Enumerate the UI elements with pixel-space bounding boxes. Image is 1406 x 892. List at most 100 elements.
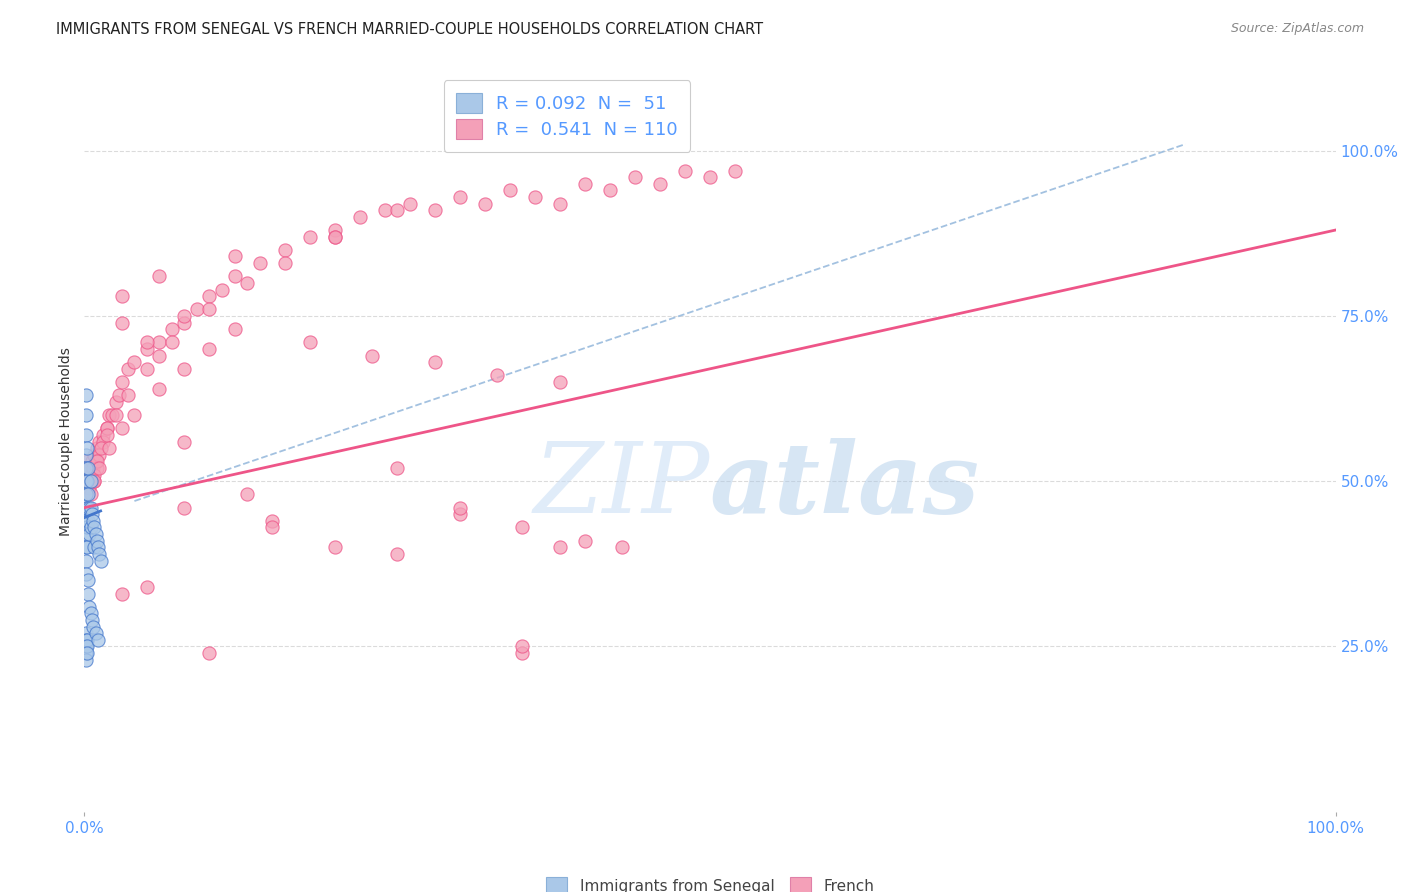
- Point: [76, 632, 98, 647]
- Point: [160, 335, 183, 350]
- Point: [76, 646, 98, 660]
- Point: [374, 203, 396, 218]
- Point: [86, 454, 108, 468]
- Point: [198, 302, 221, 317]
- Point: [111, 375, 134, 389]
- Point: [612, 541, 634, 555]
- Point: [75, 553, 97, 567]
- Point: [423, 203, 446, 218]
- Point: [83, 474, 105, 488]
- Point: [104, 395, 127, 409]
- Point: [89, 448, 111, 462]
- Point: [323, 223, 346, 237]
- Point: [77, 586, 100, 600]
- Point: [236, 276, 259, 290]
- Point: [76, 441, 98, 455]
- Point: [75, 626, 97, 640]
- Point: [512, 640, 534, 654]
- Point: [111, 421, 134, 435]
- Point: [75, 487, 97, 501]
- Point: [101, 408, 124, 422]
- Point: [91, 434, 114, 449]
- Point: [98, 408, 121, 422]
- Point: [423, 355, 446, 369]
- Point: [673, 163, 696, 178]
- Point: [75, 646, 97, 660]
- Point: [173, 361, 195, 376]
- Point: [96, 421, 118, 435]
- Point: [96, 428, 118, 442]
- Point: [83, 541, 105, 555]
- Point: [273, 243, 295, 257]
- Point: [249, 256, 271, 270]
- Point: [80, 613, 103, 627]
- Point: [82, 619, 104, 633]
- Point: [136, 580, 159, 594]
- Point: [79, 481, 101, 495]
- Point: [82, 514, 104, 528]
- Point: [77, 574, 100, 588]
- Point: [89, 547, 111, 561]
- Point: [111, 586, 134, 600]
- Point: [173, 434, 195, 449]
- Point: [80, 454, 103, 468]
- Point: [77, 487, 100, 501]
- Point: [599, 183, 621, 197]
- Point: [90, 553, 112, 567]
- Point: [148, 349, 170, 363]
- Point: [89, 461, 111, 475]
- Point: [76, 640, 98, 654]
- Point: [76, 500, 98, 515]
- Point: [79, 467, 101, 482]
- Point: [79, 599, 101, 614]
- Point: [79, 474, 101, 488]
- Point: [84, 626, 107, 640]
- Point: [79, 520, 101, 534]
- Point: [124, 355, 146, 369]
- Point: [548, 375, 571, 389]
- Point: [75, 566, 97, 581]
- Point: [499, 183, 522, 197]
- Point: [111, 289, 134, 303]
- Point: [75, 500, 97, 515]
- Point: [79, 500, 101, 515]
- Point: [124, 408, 146, 422]
- Point: [160, 322, 183, 336]
- Point: [173, 309, 195, 323]
- Point: [83, 467, 105, 482]
- Point: [385, 547, 409, 561]
- Point: [298, 335, 321, 350]
- Text: ZIP: ZIP: [534, 438, 710, 533]
- Point: [148, 335, 170, 350]
- Point: [83, 520, 105, 534]
- Legend: Immigrants from Senegal, French: Immigrants from Senegal, French: [540, 871, 880, 892]
- Point: [75, 408, 97, 422]
- Point: [86, 533, 108, 548]
- Point: [111, 316, 134, 330]
- Y-axis label: Married-couple Households: Married-couple Households: [59, 347, 73, 536]
- Point: [84, 454, 107, 468]
- Point: [90, 441, 112, 455]
- Point: [699, 170, 721, 185]
- Point: [87, 541, 110, 555]
- Point: [323, 229, 346, 244]
- Point: [83, 474, 105, 488]
- Point: [75, 640, 97, 654]
- Point: [83, 448, 105, 462]
- Point: [486, 368, 509, 383]
- Point: [224, 250, 246, 264]
- Point: [75, 474, 97, 488]
- Point: [79, 500, 101, 515]
- Point: [75, 541, 97, 555]
- Text: atlas: atlas: [710, 438, 980, 534]
- Point: [724, 163, 747, 178]
- Point: [104, 408, 127, 422]
- Point: [548, 196, 571, 211]
- Point: [624, 170, 647, 185]
- Point: [385, 461, 409, 475]
- Point: [148, 382, 170, 396]
- Point: [273, 256, 295, 270]
- Point: [86, 441, 108, 455]
- Point: [349, 210, 371, 224]
- Point: [136, 361, 159, 376]
